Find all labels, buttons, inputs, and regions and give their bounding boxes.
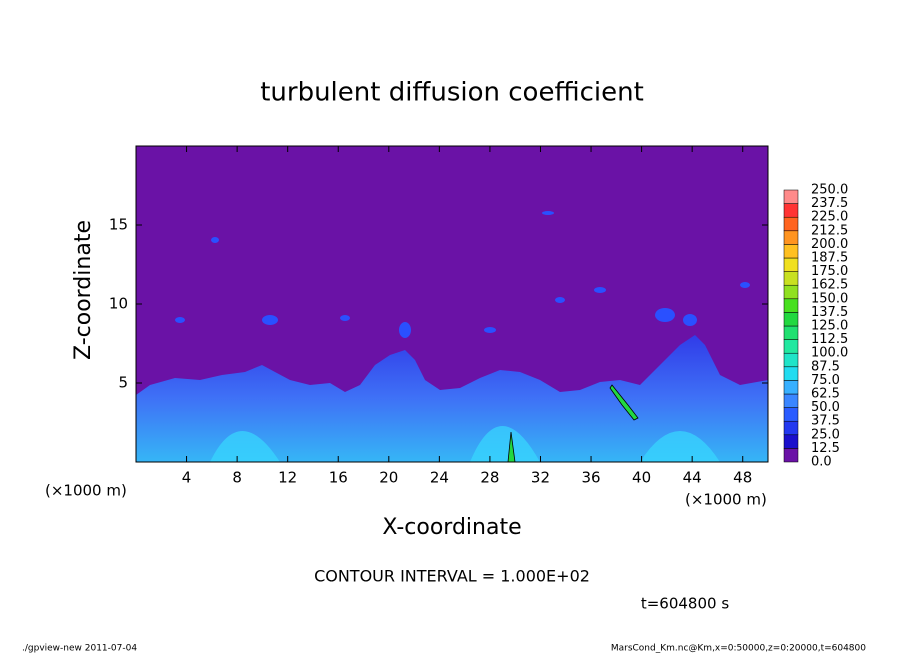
y-tick-label: 15 (109, 216, 128, 234)
colorbar-label: 0.0 (811, 455, 832, 470)
colorbar-label: 225.0 (811, 210, 848, 225)
colorbar-band (783, 271, 799, 286)
x-tick-label: 44 (683, 469, 702, 487)
time-label: t=604800 s (641, 595, 729, 613)
turbulent-layer (136, 335, 768, 462)
colorbar-band (783, 312, 799, 327)
colorbar-band (783, 284, 799, 300)
colorbar-label: 75.0 (811, 373, 840, 388)
colorbar-band (783, 380, 799, 395)
colorbar-label: 162.5 (811, 278, 848, 293)
colorbar-label: 112.5 (811, 332, 848, 347)
colorbar-label: 137.5 (811, 305, 848, 320)
contour (609, 384, 639, 421)
colorbar-label: 237.5 (811, 196, 848, 211)
colorbar-label: 125.0 (811, 319, 848, 334)
colorbar-band (783, 339, 799, 354)
colorbar-label: 12.5 (811, 441, 840, 456)
y-unit-label: (×1000 m) (45, 482, 127, 500)
x-tick-label: 8 (232, 469, 242, 487)
colorbar-label: 50.0 (811, 400, 840, 415)
colorbar-label: 212.5 (811, 223, 848, 238)
y-tick-label: 5 (118, 374, 128, 392)
field (136, 146, 768, 462)
x-tick-label: 36 (581, 469, 600, 487)
colorbar-band (783, 325, 799, 340)
colorbar-label: 200.0 (811, 237, 848, 252)
colorbar-label: 62.5 (811, 387, 840, 402)
colorbar-band (783, 216, 799, 232)
x-tick-label: 20 (379, 469, 398, 487)
colorbar-band (783, 189, 799, 204)
colorbar-band (783, 352, 799, 368)
x-tick-label: 12 (278, 469, 297, 487)
colorbar-label: 87.5 (811, 359, 840, 374)
footer-right: MarsCond_Km.nc@Km,x=0:50000,z=0:20000,t=… (611, 644, 866, 654)
colorbar-label: 25.0 (811, 427, 840, 442)
colorbar-band (783, 298, 799, 313)
colorbar-label: 250.0 (811, 183, 848, 198)
x-tick-label: 4 (182, 469, 192, 487)
x-tick-label: 28 (480, 469, 499, 487)
colorbar-band (783, 448, 799, 463)
x-tick-label: 40 (632, 469, 651, 487)
x-tick-label: 32 (531, 469, 550, 487)
x-tick-label: 24 (430, 469, 449, 487)
x-unit-label: (×1000 m) (685, 491, 767, 509)
colorbar-band (783, 257, 799, 272)
colorbar-band (783, 420, 799, 436)
turbulent-core (210, 426, 720, 462)
chart-title: turbulent diffusion coefficient (260, 78, 644, 108)
colorbar-label: 37.5 (811, 414, 840, 429)
y-axis-label: Z-coordinate (71, 220, 96, 360)
x-tick-label: 48 (733, 469, 752, 487)
x-tick-label: 16 (329, 469, 348, 487)
colorbar-label: 150.0 (811, 291, 848, 306)
colorbar-label: 100.0 (811, 346, 848, 361)
colorbar-label: 187.5 (811, 251, 848, 266)
contour-interval: CONTOUR INTERVAL = 1.000E+02 (314, 567, 590, 586)
y-tick-label: 10 (109, 295, 128, 313)
x-axis-label: X-coordinate (382, 515, 521, 540)
contour (507, 431, 516, 462)
colorbar-band (783, 434, 799, 449)
colorbar-band (783, 366, 799, 381)
colorbar-band (783, 244, 799, 259)
colorbar-band (783, 407, 799, 422)
colorbar-band (783, 203, 799, 218)
colorbar-band (783, 393, 799, 408)
speckles (175, 211, 750, 338)
colorbar-label: 175.0 (811, 264, 848, 279)
footer-left: ./gpview-new 2011-07-04 (22, 644, 137, 654)
colorbar-band (783, 230, 799, 245)
